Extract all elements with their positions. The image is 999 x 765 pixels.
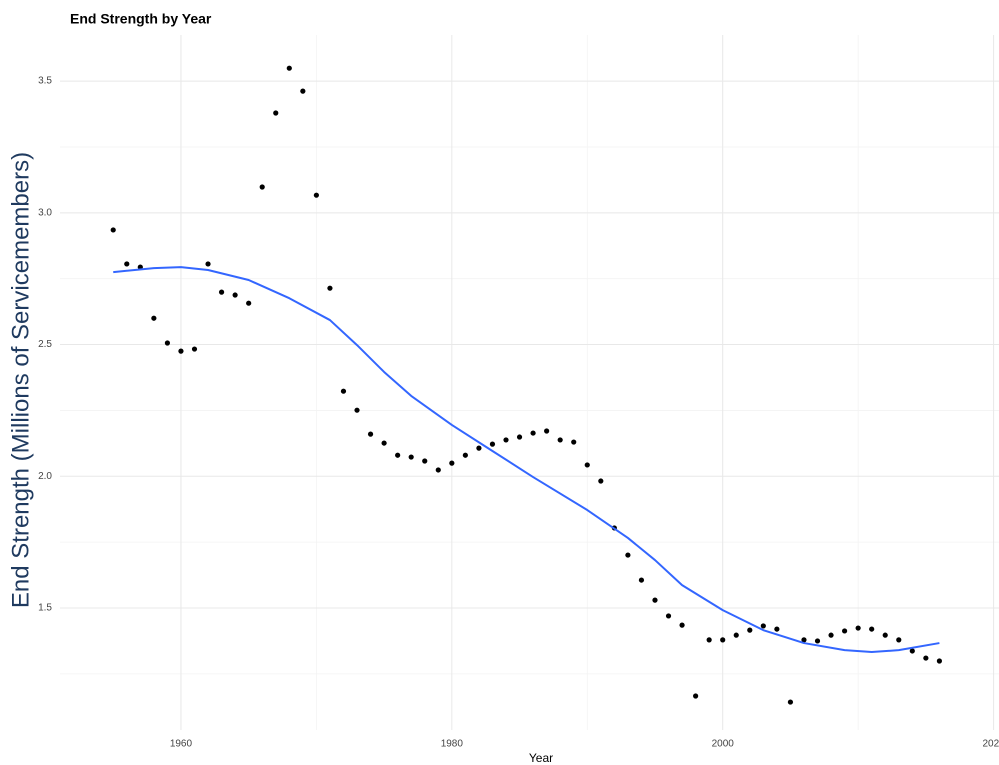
y-tick-label: 3.5 (38, 76, 52, 87)
point (557, 437, 563, 443)
x-tick-label: 1960 (170, 739, 193, 750)
point (747, 627, 753, 633)
point (720, 637, 726, 643)
point (571, 439, 577, 445)
point (828, 632, 834, 638)
point (286, 65, 292, 71)
point (923, 655, 929, 661)
point (259, 184, 265, 190)
point (896, 637, 902, 643)
point (489, 441, 496, 447)
y-tick-label: 1.5 (38, 603, 52, 614)
point (313, 192, 319, 198)
point (787, 699, 794, 705)
point (273, 110, 279, 116)
point (218, 289, 225, 295)
point (232, 292, 238, 298)
x-tick-label: 2000 (712, 739, 735, 750)
point (205, 261, 211, 267)
point (191, 346, 198, 352)
point (449, 460, 455, 466)
point (422, 458, 428, 464)
y-tick-label: 2.5 (38, 339, 52, 350)
point (679, 622, 685, 628)
point (693, 693, 699, 699)
point (395, 452, 401, 458)
point (665, 613, 672, 619)
point (638, 577, 645, 583)
point (164, 340, 171, 346)
point (327, 285, 333, 291)
y-axis-label: End Strength (Millions of Servicemembers… (7, 152, 34, 608)
point (178, 348, 184, 354)
point (625, 552, 631, 558)
point (462, 452, 468, 458)
point (408, 454, 414, 460)
point (814, 638, 821, 644)
point (381, 440, 387, 446)
point (435, 467, 441, 473)
y-tick-label: 3.0 (38, 207, 52, 218)
point (530, 430, 536, 436)
point (760, 623, 766, 629)
point (246, 300, 252, 306)
point (652, 597, 658, 603)
point (151, 315, 157, 321)
point (340, 388, 347, 394)
chart-title: End Strength by Year (70, 11, 212, 27)
smooth-line (113, 266, 940, 654)
point (354, 407, 360, 413)
point (869, 626, 875, 632)
x-tick-label: 2020 (982, 739, 999, 750)
point (774, 626, 780, 632)
point (516, 434, 523, 440)
point (882, 632, 888, 638)
point (855, 625, 861, 631)
point (476, 445, 482, 451)
point (367, 431, 374, 437)
x-axis-label: Year (529, 751, 553, 765)
point (841, 628, 848, 634)
point (598, 478, 604, 484)
point (110, 227, 116, 233)
point (706, 637, 712, 643)
point (733, 632, 739, 638)
point (909, 648, 915, 654)
point (584, 462, 590, 468)
x-tick-label: 1980 (441, 739, 464, 750)
point (544, 428, 550, 434)
y-tick-label: 2.0 (38, 471, 52, 482)
point (503, 437, 509, 443)
point (801, 637, 807, 643)
point (300, 88, 306, 94)
point (124, 261, 130, 267)
point (936, 658, 943, 664)
